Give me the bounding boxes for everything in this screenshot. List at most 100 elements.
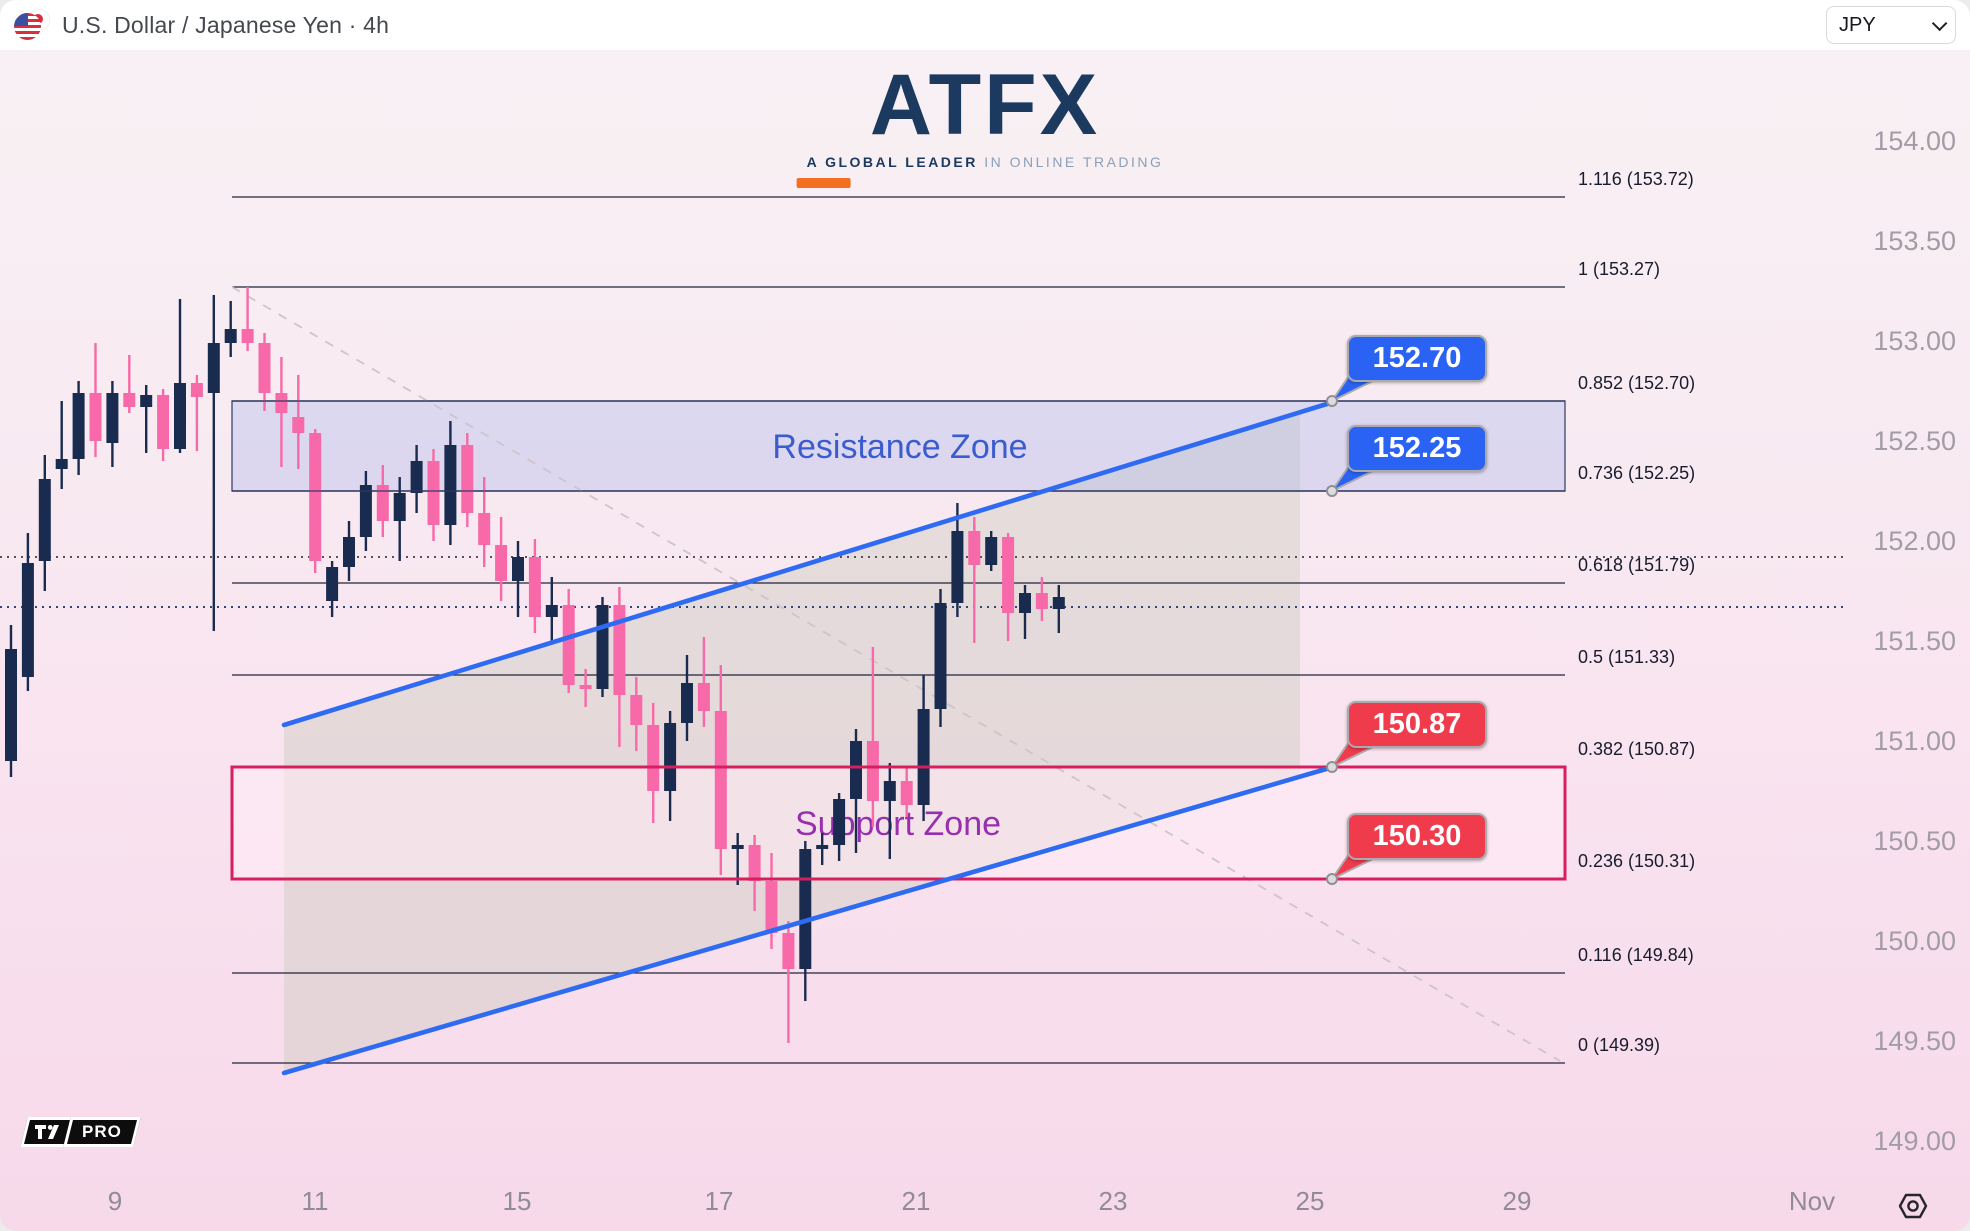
price-tick-label: 151.50 [1873,626,1956,656]
time-tick-label: 11 [301,1186,329,1216]
price-tick-label: 149.50 [1873,1026,1956,1056]
candle-body [985,537,998,565]
fib-level-label: 0.618 (151.79) [1578,555,1696,575]
candle-body [697,683,710,711]
candle-body [5,649,17,761]
candle-body [512,557,524,581]
price-tick-label: 153.00 [1873,326,1956,356]
price-badge-150-30[interactable]: 150.30 [1347,813,1487,860]
price-tick-label: 151.00 [1873,726,1956,756]
candle-body [55,459,68,469]
candle-body [765,881,778,933]
candle-body [1002,537,1015,613]
price-tick-label: 150.00 [1873,926,1956,956]
candle-body [461,445,474,513]
candle-body [190,383,203,397]
tradingview-pro-logo[interactable]: PRO [20,1117,141,1147]
price-tick-label: 150.50 [1873,826,1956,856]
candle-body [562,605,575,685]
price-tick-label: 154.00 [1873,126,1956,156]
support-zone[interactable] [232,767,1565,879]
time-tick-label: 9 [107,1186,123,1216]
price-badge-152-25[interactable]: 152.25 [1347,425,1487,472]
tradingview-icon [20,1117,74,1147]
candle-body [258,343,271,393]
candle-body [241,329,254,343]
candle-body [731,845,744,849]
candle-body [850,741,862,799]
candle-body [681,683,693,723]
candle-body [596,605,609,689]
candle-body [664,723,677,791]
us-flag-icon [14,13,41,40]
candle-body [89,393,102,441]
candle-body [478,513,491,545]
price-anchor-dot[interactable] [1326,873,1338,885]
candle-body [427,461,440,525]
candle-body [833,799,846,845]
price-tick-label: 149.00 [1873,1126,1956,1156]
candle-body [799,849,812,969]
price-badge-150-87[interactable]: 150.87 [1347,701,1487,748]
channel-fill [284,412,1300,1073]
fib-level-label: 0.5 (151.33) [1578,647,1676,667]
candle-body [495,545,508,581]
candle-body [934,603,947,709]
time-tick-label: 23 [1098,1186,1128,1216]
price-anchor-dot[interactable] [1326,485,1338,497]
channel-trendline-upper[interactable] [281,400,1333,728]
candle-body [866,741,879,801]
candle-body [292,417,305,433]
price-anchor-dot[interactable] [1326,761,1338,773]
channel-trendline-lower[interactable] [281,764,1336,1076]
candle-body [106,393,119,443]
fib-level-label: 0.116 (149.84) [1578,945,1694,965]
price-anchor-dot[interactable] [1326,395,1338,407]
support-zone-label: Support Zone [795,805,1001,843]
candle-body [38,479,51,561]
price-badge-152-70[interactable]: 152.70 [1347,335,1487,382]
candle-body [343,537,355,567]
fib-diagonal-dashed-line [231,286,1561,1062]
time-tick-label: 21 [901,1186,931,1216]
candles-layer [5,287,1065,1043]
candle-body [613,605,626,695]
usdjpy-flag-icon [14,8,52,42]
candle-body [748,845,761,881]
chart-header: U.S. Dollar / Japanese Yen · 4h JPY [0,0,1970,50]
fib-level-label: 0.236 (150.31) [1578,851,1696,871]
time-tick-label: 29 [1502,1186,1532,1216]
candle-body [816,845,829,849]
fib-level-label: 0.382 (150.87) [1578,739,1696,759]
time-tick-label: 17 [704,1186,734,1216]
time-tick-label: Nov [1788,1186,1836,1216]
currency-select[interactable]: JPY [1826,6,1956,44]
candle-body [393,493,406,521]
candle-body [174,383,186,449]
fib-level-label: 0.852 (152.70) [1578,373,1696,393]
atfx-logo-tagline: A GLOBAL LEADER IN ONLINE TRADING [806,154,1164,170]
candle-body [275,393,288,413]
support-zone-border[interactable] [230,765,1567,881]
candle-body [410,461,423,493]
resistance-zone-border[interactable] [231,400,1566,492]
fib-level-label: 1.116 (153.72) [1578,169,1694,189]
candle-body [968,531,981,565]
settings-gear-icon[interactable] [1896,1190,1930,1222]
candle-body [326,567,339,601]
candle-body [157,395,170,449]
currency-select-value: JPY [1839,13,1876,36]
candle-body [140,395,153,407]
candle-body [900,781,913,805]
candle-body [579,685,592,689]
candle-body [1035,593,1048,609]
atfx-logo-orange-bar [796,178,851,188]
candle-body [309,433,322,561]
pro-badge: PRO [63,1117,141,1147]
candle-body [630,695,643,725]
symbol-title-group[interactable]: U.S. Dollar / Japanese Yen · 4h [0,8,389,42]
candle-body [714,711,727,849]
candle-body [72,393,85,459]
fib-level-label: 0.736 (152.25) [1578,463,1696,483]
